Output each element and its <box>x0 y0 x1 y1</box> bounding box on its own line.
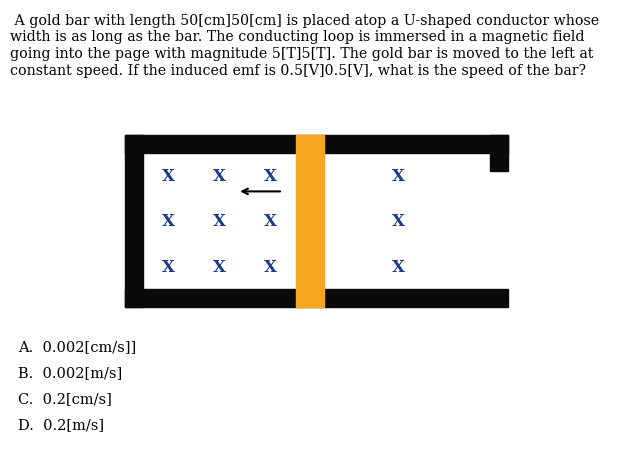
Text: X: X <box>162 213 176 230</box>
Text: X: X <box>162 258 176 275</box>
Text: A gold bar with length 50[cm]50[cm] is placed atop a U-shaped conductor whose: A gold bar with length 50[cm]50[cm] is p… <box>10 14 599 28</box>
Text: X: X <box>392 258 405 275</box>
Text: width is as long as the bar. The conducting loop is immersed in a magnetic field: width is as long as the bar. The conduct… <box>10 30 584 44</box>
Bar <box>143 154 508 289</box>
Text: X: X <box>264 213 276 230</box>
Bar <box>296 136 323 307</box>
Bar <box>490 136 508 171</box>
Text: constant speed. If the induced emf is 0.5[V]0.5[V], what is the speed of the bar: constant speed. If the induced emf is 0.… <box>10 63 586 77</box>
Text: C.  0.2[cm/s]: C. 0.2[cm/s] <box>18 391 112 405</box>
Text: D.  0.2[m/s]: D. 0.2[m/s] <box>18 417 104 431</box>
Text: X: X <box>392 168 405 185</box>
Text: X: X <box>213 258 226 275</box>
Text: going into the page with magnitude 5[T]5[T]. The gold bar is moved to the left a: going into the page with magnitude 5[T]5… <box>10 47 593 61</box>
Bar <box>125 289 347 307</box>
Text: A.  0.002[cm/s]]: A. 0.002[cm/s]] <box>18 339 136 353</box>
Text: X: X <box>264 168 276 185</box>
Text: X: X <box>392 213 405 230</box>
Bar <box>347 289 508 307</box>
Text: B.  0.002[m/s]: B. 0.002[m/s] <box>18 365 122 379</box>
Text: X: X <box>264 258 276 275</box>
Bar <box>125 136 143 307</box>
Bar <box>125 136 508 154</box>
Text: X: X <box>162 168 176 185</box>
Text: X: X <box>213 168 226 185</box>
Text: X: X <box>213 213 226 230</box>
